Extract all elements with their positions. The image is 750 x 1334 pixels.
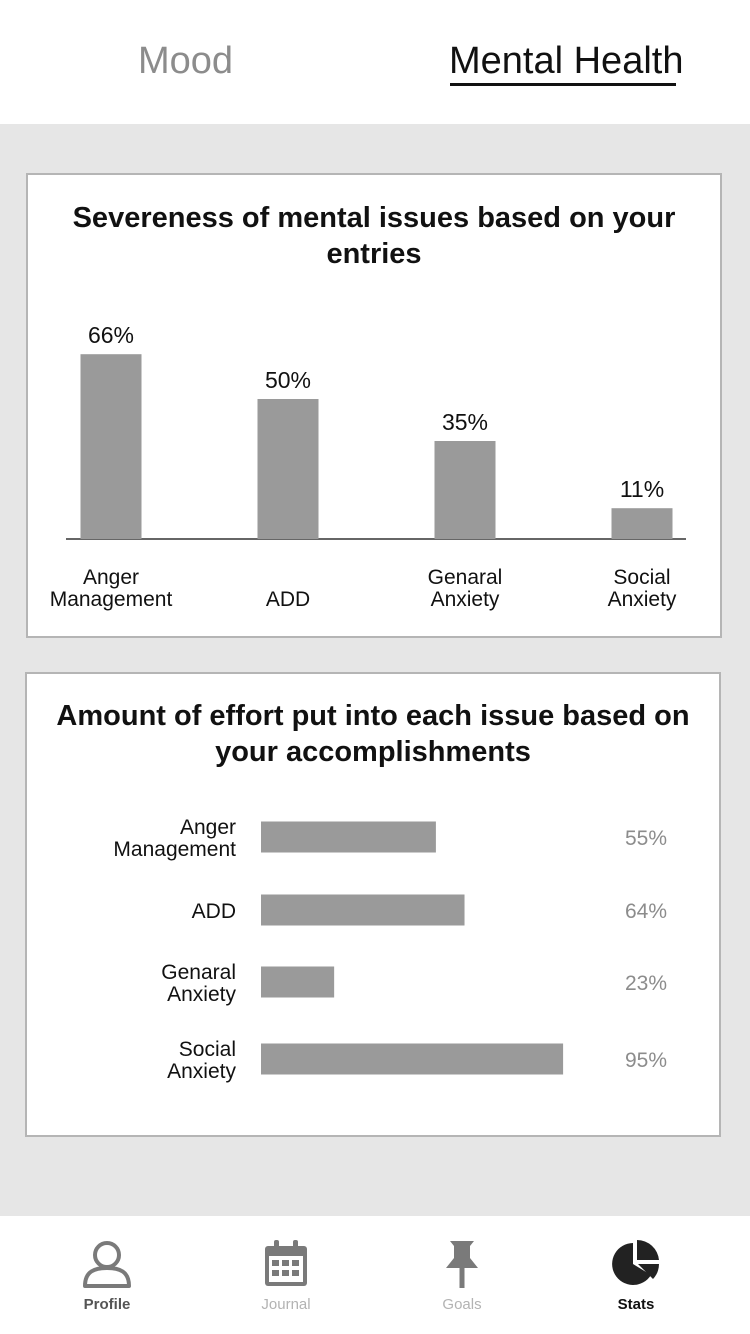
effort-category-label-1-0: ADD [192, 900, 236, 923]
severity-value-label-3: 11% [620, 476, 664, 502]
severity-category-label-1-0: ADD [266, 588, 310, 611]
severity-bar-chart: 66%AngerManagement50%ADD35%GenaralAnxiet… [50, 322, 686, 611]
effort-category-label-0-1: Management [113, 838, 236, 861]
effort-bar-1 [261, 894, 465, 926]
bottom-nav: Profile Journal Goals Stats [0, 1216, 750, 1334]
active-tab-indicator [450, 83, 676, 86]
severity-category-label-2-0: Genaral [428, 566, 503, 589]
tab-mental-health[interactable]: Mental Health [449, 40, 684, 82]
top-tab-bar: Mood Mental Health [0, 0, 750, 124]
severity-category-label-3-1: Anxiety [608, 588, 677, 611]
severity-category-label-2-1: Anxiety [431, 588, 500, 611]
nav-label-stats: Stats [617, 1296, 655, 1313]
effort-bar-2 [261, 966, 335, 998]
severity-bar-1 [257, 399, 319, 539]
effort-bar-3 [261, 1043, 564, 1075]
calendar-icon [265, 1240, 307, 1286]
effort-category-label-2-1: Anxiety [167, 983, 236, 1006]
effort-card: Amount of effort put into each issue bas… [25, 672, 721, 1137]
effort-value-label-3: 95% [625, 1049, 667, 1072]
severity-chart-title: Severeness of mental issues based on you… [72, 202, 676, 270]
pie-chart-icon [612, 1239, 659, 1285]
nav-item-stats[interactable]: Stats [581, 1238, 691, 1314]
severity-card: Severeness of mental issues based on you… [26, 173, 722, 638]
nav-item-journal[interactable]: Journal [231, 1238, 341, 1314]
severity-bar-2 [434, 441, 496, 539]
nav-label-goals: Goals [442, 1296, 482, 1313]
nav-label-profile: Profile [83, 1296, 131, 1313]
severity-value-label-0: 66% [88, 322, 134, 348]
effort-bar-chart: 55%AngerManagement64%ADD23%GenaralAnxiet… [113, 816, 667, 1083]
nav-label-journal: Journal [261, 1296, 311, 1313]
nav-item-goals[interactable]: Goals [407, 1238, 517, 1314]
tab-mood[interactable]: Mood [138, 40, 234, 82]
effort-category-label-3-0: Social [179, 1038, 236, 1061]
effort-value-label-0: 55% [625, 827, 667, 850]
person-icon [83, 1241, 131, 1288]
nav-item-profile[interactable]: Profile [52, 1238, 162, 1314]
effort-category-label-3-1: Anxiety [167, 1060, 236, 1083]
severity-category-label-0-0: Anger [83, 566, 139, 589]
effort-category-label-2-0: Genaral [161, 961, 236, 984]
severity-category-label-0-1: Management [50, 588, 173, 611]
severity-bar-3 [611, 508, 673, 539]
severity-category-label-3-0: Social [613, 566, 670, 589]
severity-value-label-1: 50% [265, 367, 311, 393]
effort-chart-title: Amount of effort put into each issue bas… [56, 700, 690, 768]
pin-icon [446, 1241, 478, 1288]
severity-bar-0 [80, 354, 142, 539]
effort-value-label-2: 23% [625, 972, 667, 995]
severity-value-label-2: 35% [442, 409, 488, 435]
effort-category-label-0-0: Anger [180, 816, 236, 839]
effort-bar-0 [261, 821, 436, 853]
effort-value-label-1: 64% [625, 900, 667, 923]
